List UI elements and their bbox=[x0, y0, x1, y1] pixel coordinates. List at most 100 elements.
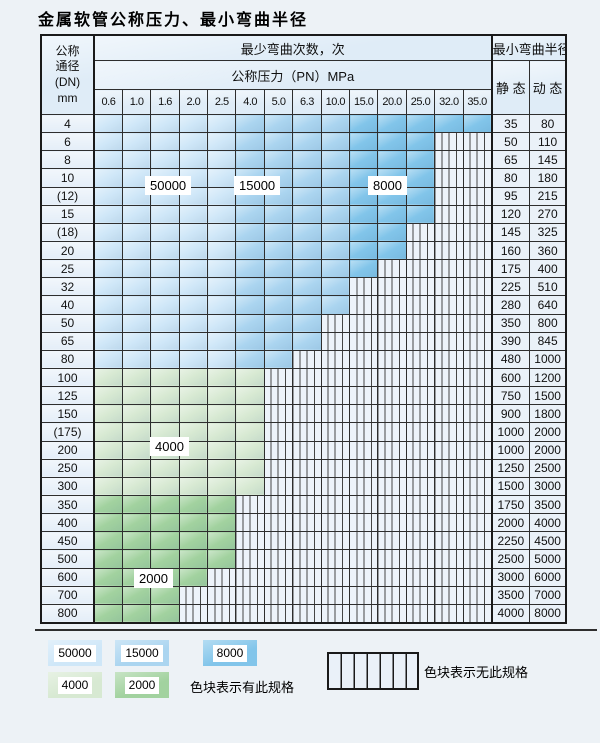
spec-cell bbox=[235, 295, 265, 315]
spec-cell bbox=[121, 150, 152, 170]
zone-label-8000: 8000 bbox=[368, 176, 407, 195]
no-spec-cell bbox=[263, 513, 294, 533]
spec-cell bbox=[263, 204, 294, 224]
table-row: 4 35 80 bbox=[40, 113, 567, 134]
spec-cell bbox=[178, 313, 209, 333]
spec-cell bbox=[178, 150, 209, 170]
dn-cell: (18) bbox=[40, 222, 95, 242]
no-spec-cell bbox=[434, 367, 464, 388]
dn-cell: 125 bbox=[40, 386, 95, 406]
spec-cell bbox=[121, 513, 152, 533]
static-column-header: 静 态 bbox=[490, 60, 531, 115]
no-spec-cell bbox=[292, 386, 322, 406]
dn-cell: 500 bbox=[40, 549, 95, 569]
static-radius-cell: 480 bbox=[490, 349, 531, 369]
no-spec-cell bbox=[349, 367, 379, 388]
dynamic-radius-cell: 4500 bbox=[529, 531, 567, 551]
no-spec-cell bbox=[377, 349, 407, 369]
static-radius-cell: 95 bbox=[490, 186, 531, 206]
spec-cell bbox=[178, 367, 209, 388]
no-spec-cell bbox=[377, 259, 407, 279]
legend-box-4000: 4000 bbox=[48, 672, 102, 698]
dynamic-radius-cell: 1500 bbox=[529, 386, 567, 406]
no-spec-cell bbox=[434, 259, 464, 279]
dynamic-radius-cell: 7000 bbox=[529, 585, 567, 605]
no-spec-cell bbox=[434, 240, 464, 261]
table-row: 100 600 1200 bbox=[40, 367, 567, 388]
spec-cell bbox=[263, 277, 294, 297]
dynamic-column-header: 动 态 bbox=[529, 60, 567, 115]
spec-cell bbox=[207, 277, 237, 297]
no-spec-cell bbox=[462, 168, 493, 188]
static-radius-cell: 4000 bbox=[490, 603, 531, 624]
dn-cell: 200 bbox=[40, 440, 95, 460]
spec-cell bbox=[349, 222, 379, 242]
legend-box-label: 4000 bbox=[57, 676, 93, 694]
pressure-col-header: 10.0 bbox=[320, 89, 351, 115]
spec-cell bbox=[178, 404, 209, 424]
spec-cell bbox=[121, 458, 152, 478]
dynamic-radius-cell: 325 bbox=[529, 222, 567, 242]
dynamic-radius-cell: 2500 bbox=[529, 458, 567, 478]
spec-cell bbox=[178, 349, 209, 369]
spec-cell bbox=[150, 259, 180, 279]
no-spec-cell bbox=[434, 222, 464, 242]
spec-cell bbox=[235, 349, 265, 369]
pressure-table-wrap: 公称 通径 (DN) mm 最少弯曲次数，次 最小弯曲半径 公称压力（PN）MP… bbox=[40, 34, 568, 624]
spec-cell bbox=[150, 222, 180, 242]
dn-header-line2: 通径 bbox=[55, 59, 80, 74]
spec-cell bbox=[93, 386, 123, 406]
dynamic-radius-cell: 3000 bbox=[529, 476, 567, 496]
table-row: 450 2250 4500 bbox=[40, 531, 567, 551]
static-radius-cell: 350 bbox=[490, 313, 531, 333]
static-radius-cell: 175 bbox=[490, 259, 531, 279]
no-spec-cell bbox=[405, 549, 436, 569]
spec-cell bbox=[93, 404, 123, 424]
dn-cell: (175) bbox=[40, 422, 95, 442]
spec-cell bbox=[377, 150, 407, 170]
dynamic-radius-cell: 1200 bbox=[529, 367, 567, 388]
zone-label-15000: 15000 bbox=[234, 176, 281, 195]
spec-cell bbox=[235, 440, 265, 460]
spec-cell bbox=[462, 113, 493, 134]
spec-cell bbox=[93, 240, 123, 261]
spec-cell bbox=[178, 513, 209, 533]
spec-cell bbox=[207, 458, 237, 478]
no-spec-cell bbox=[349, 567, 379, 587]
spec-cell bbox=[150, 295, 180, 315]
static-radius-cell: 1250 bbox=[490, 458, 531, 478]
spec-cell bbox=[263, 313, 294, 333]
no-spec-cell bbox=[235, 531, 265, 551]
dn-cell: (12) bbox=[40, 186, 95, 206]
table-row: 800 4000 8000 bbox=[40, 603, 567, 624]
table-row: 40 280 640 bbox=[40, 295, 567, 315]
table-row: 400 2000 4000 bbox=[40, 513, 567, 533]
table-row: 20 160 360 bbox=[40, 240, 567, 261]
spec-cell bbox=[263, 222, 294, 242]
spec-cell bbox=[320, 222, 351, 242]
no-spec-cell bbox=[462, 585, 493, 605]
spec-cell bbox=[207, 422, 237, 442]
no-spec-cell bbox=[377, 404, 407, 424]
no-spec-cell bbox=[462, 458, 493, 478]
static-radius-cell: 65 bbox=[490, 150, 531, 170]
spec-cell bbox=[93, 331, 123, 351]
table-row: (175) 1000 2000 bbox=[40, 422, 567, 442]
spec-cell bbox=[93, 132, 123, 152]
no-spec-cell bbox=[263, 494, 294, 515]
no-spec-cell bbox=[263, 603, 294, 624]
zone-label-2000: 2000 bbox=[134, 569, 173, 588]
dynamic-radius-cell: 6000 bbox=[529, 567, 567, 587]
no-spec-cell bbox=[263, 549, 294, 569]
dn-cell: 40 bbox=[40, 295, 95, 315]
static-radius-cell: 750 bbox=[490, 386, 531, 406]
dn-cell: 4 bbox=[40, 113, 95, 134]
spec-cell bbox=[207, 259, 237, 279]
spec-cell bbox=[121, 186, 152, 206]
spec-cell bbox=[178, 458, 209, 478]
dn-cell: 15 bbox=[40, 204, 95, 224]
legend-hatch-sample bbox=[327, 652, 419, 690]
no-spec-cell bbox=[434, 313, 464, 333]
spec-cell bbox=[207, 349, 237, 369]
